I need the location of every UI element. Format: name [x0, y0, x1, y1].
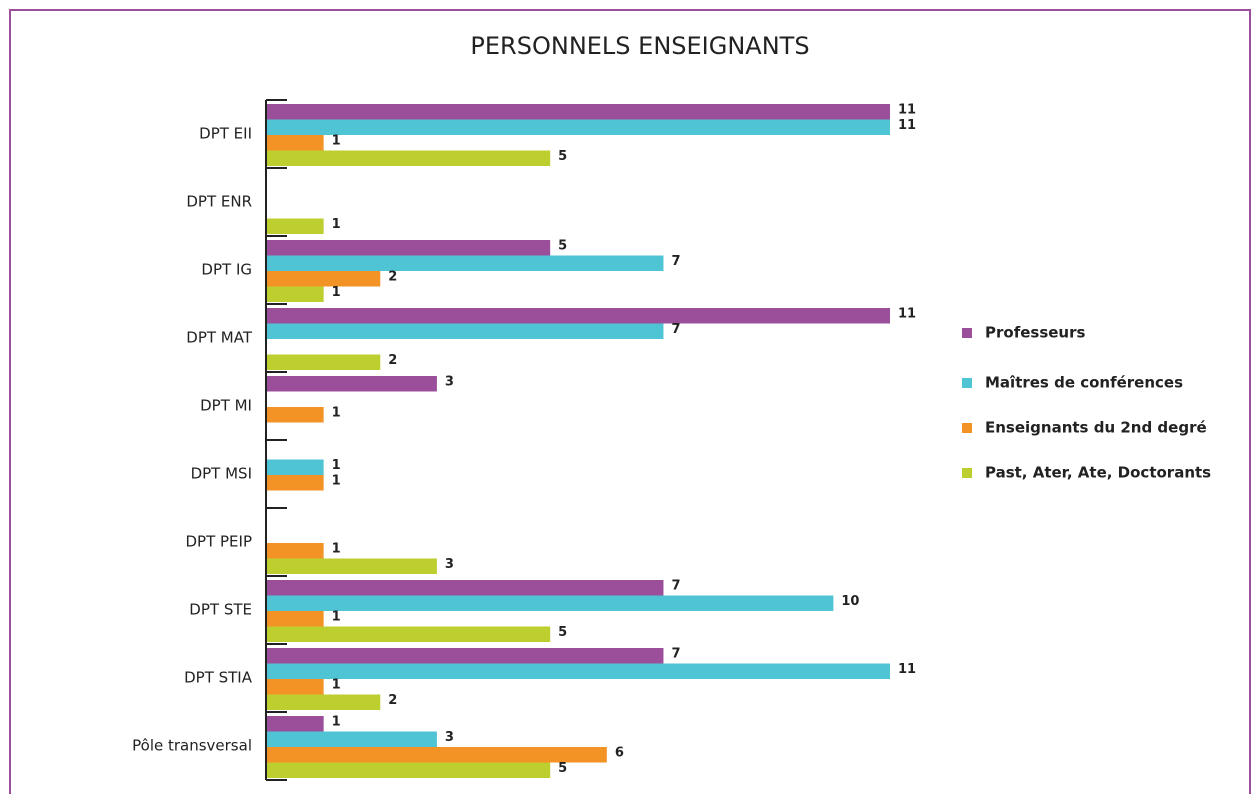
bar: [267, 558, 437, 574]
value-label: 3: [445, 374, 454, 389]
value-label: 7: [671, 646, 680, 661]
value-label: 1: [332, 714, 341, 729]
bar: [267, 135, 324, 151]
bar: [267, 286, 324, 302]
bar: [267, 747, 607, 763]
category-label: DPT ENR: [186, 193, 252, 211]
bar: [267, 150, 551, 166]
category-label: DPT EII: [199, 125, 252, 143]
chart-title: PERSONNELS ENSEIGNANTS: [470, 32, 809, 60]
value-label: 10: [841, 594, 859, 609]
bar: [267, 663, 890, 679]
bar: [267, 255, 664, 271]
value-label: 1: [332, 217, 341, 232]
bar: [267, 595, 834, 611]
bar: [267, 762, 551, 778]
value-label: 2: [388, 269, 397, 284]
bar: [267, 218, 324, 234]
value-label: 5: [558, 149, 567, 164]
category-label: DPT MAT: [186, 329, 253, 347]
bar: [267, 580, 664, 596]
value-label: 1: [332, 458, 341, 473]
category-label: Pôle transversal: [132, 737, 252, 755]
bar: [267, 407, 324, 423]
value-label: 3: [445, 730, 454, 745]
frame: [9, 9, 1251, 794]
legend-label: Past, Ater, Ate, Doctorants: [985, 464, 1211, 482]
bar: [267, 648, 664, 664]
bar: [267, 459, 324, 475]
value-label: 1: [332, 541, 341, 556]
value-label: 1: [332, 405, 341, 420]
value-label: 7: [671, 254, 680, 269]
value-label: 2: [388, 693, 397, 708]
legend-label: Professeurs: [985, 324, 1086, 342]
legend-swatch: [962, 468, 972, 478]
bar: [267, 716, 324, 732]
value-label: 1: [332, 473, 341, 488]
bar: [267, 679, 324, 695]
legend-label: Maîtres de conférences: [985, 374, 1183, 392]
value-label: 5: [558, 761, 567, 776]
category-label: DPT PEIP: [185, 533, 252, 551]
bar: [267, 104, 890, 120]
value-label: 11: [898, 118, 916, 133]
bar: [267, 323, 664, 339]
bar: [267, 308, 890, 324]
bar: [267, 271, 381, 287]
value-label: 1: [332, 285, 341, 300]
bar: [267, 376, 437, 392]
value-label: 7: [671, 322, 680, 337]
value-label: 3: [445, 557, 454, 572]
legend-label: Enseignants du 2nd degré: [985, 419, 1207, 437]
bar: [267, 475, 324, 491]
bar: [267, 611, 324, 627]
bar: [267, 731, 437, 747]
bar: [267, 119, 890, 135]
value-label: 11: [898, 306, 916, 321]
value-label: 5: [558, 238, 567, 253]
value-label: 5: [558, 625, 567, 640]
legend-swatch: [962, 328, 972, 338]
value-label: 1: [332, 677, 341, 692]
legend-swatch: [962, 423, 972, 433]
category-label: DPT STE: [189, 601, 252, 619]
bar: [267, 694, 381, 710]
bar: [267, 543, 324, 559]
category-label: DPT IG: [201, 261, 252, 279]
bar: [267, 354, 381, 370]
value-label: 11: [898, 102, 916, 117]
category-label: DPT MI: [200, 397, 252, 415]
bar: [267, 240, 551, 256]
bar: [267, 626, 551, 642]
value-label: 11: [898, 662, 916, 677]
value-label: 6: [615, 745, 624, 760]
value-label: 7: [671, 578, 680, 593]
legend-swatch: [962, 378, 972, 388]
category-label: DPT MSI: [191, 465, 252, 483]
value-label: 2: [388, 353, 397, 368]
category-label: DPT STIA: [184, 669, 253, 687]
value-label: 1: [332, 609, 341, 624]
value-label: 1: [332, 133, 341, 148]
